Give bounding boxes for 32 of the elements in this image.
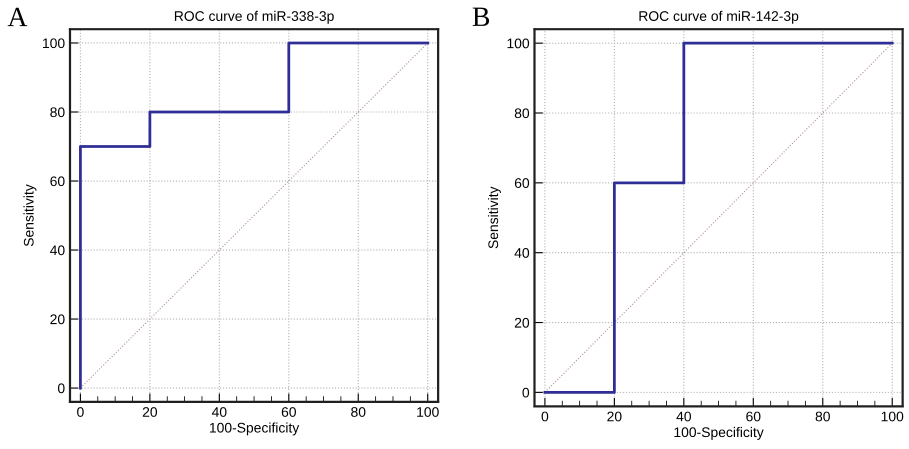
y-tick-label: 0 [522,388,530,398]
x-tick-label: 0 [77,407,84,417]
text: A [8,8,28,26]
x-tick-label: 100 [417,407,439,417]
y-tick-label: 60 [50,176,65,186]
y-tick-label: 20 [50,314,65,324]
x-tick-label: 40 [212,407,227,417]
x-tick-label: 100 [882,412,904,422]
y-tick-label: 60 [514,178,530,188]
y-tick-label: 40 [50,245,65,256]
text: B [472,8,490,26]
x-tick-label: 60 [746,412,760,422]
chart-title: ROC curve of miR-142-3p [639,10,798,24]
y-axis-title: Sensitivity [23,184,36,246]
chart-title: ROC curve of miR-338-3p [174,10,334,24]
y-tick-label: 100 [43,38,65,48]
x-tick-label: 80 [816,412,830,422]
x-tick-label: 60 [282,407,296,417]
y-tick-label: 80 [514,108,530,118]
x-axis-title: 100-Specificity [210,422,300,436]
x-tick-label: 80 [351,407,366,417]
y-tick-label: 80 [50,107,65,118]
x-tick-label: 40 [676,412,692,422]
y-tick-label: 20 [514,318,530,328]
x-tick-label: 20 [142,407,158,417]
y-tick-label: 100 [508,38,530,48]
x-tick-label: 0 [542,412,548,422]
x-axis-title: 100-Specificity [674,426,764,440]
y-axis-title: Sensitivity [488,186,501,248]
y-tick-label: 40 [514,248,530,258]
y-tick-label: 0 [58,383,65,394]
x-tick-label: 20 [607,412,622,422]
